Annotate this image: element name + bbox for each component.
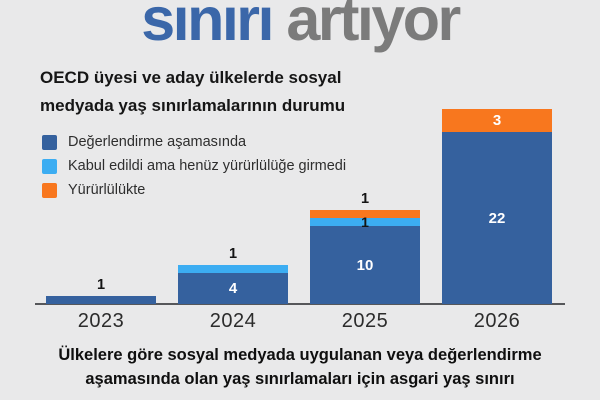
legend-item-under-review: Değerlendirme aşamasında: [42, 134, 346, 150]
title-part-blue: sınırı: [141, 0, 274, 53]
bar-2025: 10 1: [310, 210, 420, 304]
title-part-gray: artıyor: [271, 0, 461, 53]
bar-2026-segment-in-force: 3: [442, 109, 552, 132]
legend-label-in-force: Yürürlülükte: [68, 182, 146, 198]
bar-2023: [46, 296, 156, 304]
bar-2024-top-value: 1: [228, 245, 238, 262]
bar-2026-segment-under-review: 22: [442, 132, 552, 304]
bar-2023-segment-under-review: [46, 296, 156, 304]
x-axis-label-2024: 2024: [209, 310, 257, 332]
legend: Değerlendirme aşamasında Kabul edildi am…: [42, 134, 346, 206]
bar-2025-value-under-review: 10: [356, 256, 374, 274]
bar-2025-top-value: 1: [360, 190, 370, 207]
legend-swatch-in-force: [42, 182, 57, 198]
chart-caption: Ülkelere göre sosyal medyada uygulanan v…: [0, 344, 600, 392]
legend-swatch-adopted: [42, 158, 57, 174]
caption-line-1: Ülkelere göre sosyal medyada uygulanan v…: [58, 346, 542, 364]
subtitle-line-1: OECD üyesi ve aday ülkelerde sosyal: [40, 68, 342, 87]
bar-2026-value-under-review: 22: [488, 209, 506, 227]
bar-2024-segment-adopted: [178, 265, 288, 273]
x-axis-label-2026: 2026: [473, 310, 521, 332]
bar-2024: 4: [178, 265, 288, 304]
page-title: sınırı artıyor: [0, 0, 600, 53]
bar-2023-top-value: 1: [96, 276, 106, 293]
bar-2025-segment-in-force: [310, 210, 420, 218]
x-axis-line: [35, 303, 565, 305]
bar-2024-value-under-review: 4: [228, 280, 238, 297]
bar-2025-segment-adopted: 1: [310, 214, 420, 230]
bar-2025-segment-under-review: 10: [310, 226, 420, 304]
caption-line-2: aşamasında olan yaş sınırlamaları için a…: [85, 369, 515, 388]
x-axis-label-2025: 2025: [341, 310, 389, 332]
subtitle-line-2: medyada yaş sınırlamalarının durumu: [40, 96, 346, 116]
legend-label-under-review: Değerlendirme aşamasında: [68, 134, 247, 150]
legend-label-adopted: Kabul edildi ama henüz yürürlülüğe girme…: [68, 158, 347, 174]
bar-2024-segment-under-review: 4: [178, 273, 288, 304]
bar-2026: 22 3: [442, 109, 552, 304]
chart-subtitle: OECD üyesi ve aday ülkelerde sosyal medy…: [40, 64, 345, 120]
legend-swatch-under-review: [42, 134, 57, 150]
legend-item-adopted: Kabul edildi ama henüz yürürlülüğe girme…: [42, 158, 346, 174]
x-axis-label-2023: 2023: [77, 310, 125, 332]
legend-item-in-force: Yürürlülükte: [42, 182, 346, 198]
bar-2025-value-adopted: 1: [361, 214, 369, 230]
bar-2026-value-in-force: 3: [492, 112, 502, 129]
